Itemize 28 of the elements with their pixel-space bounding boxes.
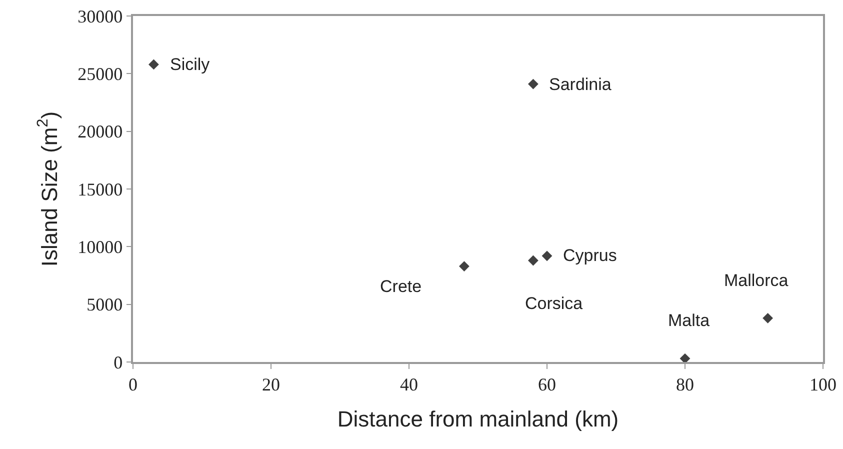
x-tick-label: 60 (538, 374, 556, 394)
annotation: Cyprus (563, 246, 617, 265)
x-tick-label: 40 (400, 374, 418, 394)
y-tick-label: 25000 (78, 64, 123, 84)
y-tick-label: 30000 (78, 6, 123, 26)
x-tick-label: 80 (676, 374, 694, 394)
annotation: Malta (668, 311, 710, 330)
x-tick-label: 20 (262, 374, 280, 394)
annotation: Mallorca (724, 271, 789, 290)
y-tick-label: 15000 (78, 179, 123, 200)
point (459, 261, 470, 272)
annotation: Corsica (525, 294, 584, 313)
point (528, 78, 538, 90)
annotation: Sicily (170, 55, 210, 74)
y-tick-label: 10000 (78, 236, 123, 257)
point (148, 59, 159, 70)
annotation: Sardinia (549, 75, 612, 94)
point (762, 312, 773, 324)
y-tick-label: 0 (114, 352, 123, 372)
x-axis-title: Distance from mainland (km) (337, 406, 619, 432)
point (680, 353, 690, 362)
y-tick-label: 20000 (78, 122, 123, 142)
point (542, 250, 552, 262)
x-tick-label: 100 (810, 374, 836, 394)
y-tick-label: 5000 (86, 294, 123, 315)
point (528, 255, 538, 266)
x-tick-label: 0 (128, 374, 138, 394)
annotation: Crete (380, 277, 422, 296)
